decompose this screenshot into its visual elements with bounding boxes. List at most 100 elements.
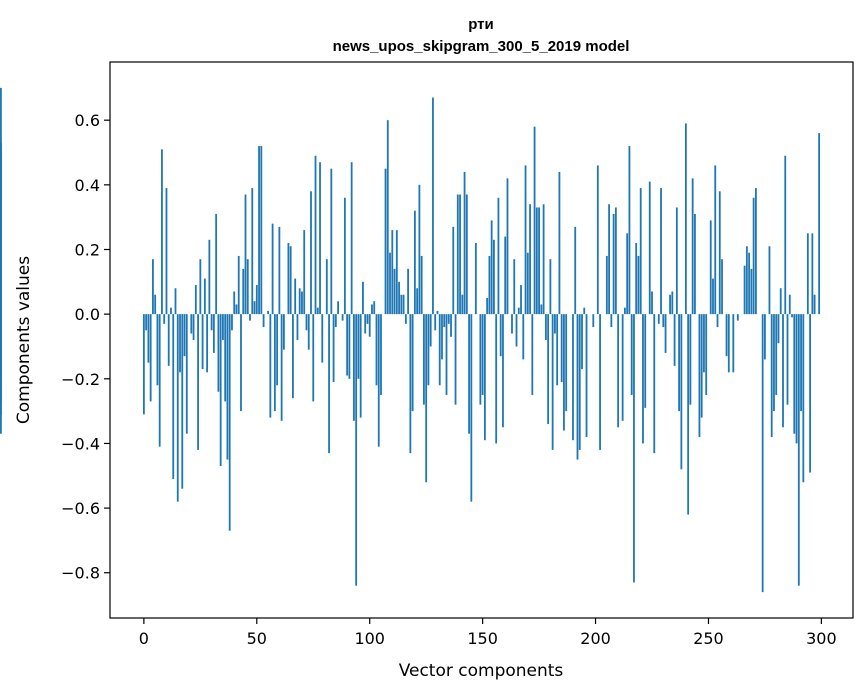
bar-284 bbox=[784, 155, 787, 315]
bar-296 bbox=[811, 233, 814, 315]
bar-291 bbox=[800, 314, 802, 412]
bar-69 bbox=[298, 288, 301, 315]
bar-253 bbox=[714, 165, 717, 315]
bar-235 bbox=[673, 314, 676, 366]
bar-62 bbox=[282, 314, 285, 350]
bar-9 bbox=[163, 314, 166, 324]
bar-129 bbox=[434, 314, 437, 331]
bar-100 bbox=[368, 314, 371, 337]
bar-48 bbox=[251, 188, 254, 315]
bar-19 bbox=[185, 314, 188, 434]
bar-297 bbox=[813, 294, 816, 315]
x-tick-label: 50 bbox=[247, 629, 267, 648]
bar-66 bbox=[292, 314, 294, 399]
bar-22 bbox=[192, 314, 195, 340]
bar-208 bbox=[612, 213, 615, 315]
bar-228 bbox=[657, 314, 660, 324]
bar-47 bbox=[249, 314, 251, 321]
bar-156 bbox=[495, 314, 498, 444]
bar-164 bbox=[513, 259, 516, 315]
bar-1 bbox=[145, 314, 148, 331]
bar-52 bbox=[260, 146, 263, 315]
bar-207 bbox=[610, 314, 613, 328]
bar-32 bbox=[215, 213, 218, 315]
bar-230 bbox=[662, 314, 665, 328]
bar-77 bbox=[316, 307, 319, 315]
bar-137 bbox=[452, 226, 455, 315]
bar-11 bbox=[167, 314, 170, 366]
bar-71 bbox=[303, 230, 306, 315]
bar-266 bbox=[743, 265, 746, 315]
y-tick-label: −0.2 bbox=[61, 370, 100, 389]
y-tick-label: −0.4 bbox=[61, 434, 100, 453]
bar-120 bbox=[413, 210, 416, 315]
bar-124 bbox=[423, 314, 425, 405]
bar-127 bbox=[429, 314, 432, 347]
bar-209 bbox=[614, 207, 617, 315]
bar-150 bbox=[481, 314, 484, 395]
bar-83 bbox=[330, 168, 333, 315]
bar-274 bbox=[761, 314, 764, 593]
bar-88 bbox=[341, 314, 344, 321]
bar-55 bbox=[267, 310, 269, 315]
bar-154 bbox=[490, 220, 493, 315]
bar-160 bbox=[504, 236, 507, 315]
bar-58 bbox=[273, 314, 276, 412]
bar-224 bbox=[648, 181, 651, 315]
bar-125 bbox=[425, 314, 428, 483]
bar-149 bbox=[479, 314, 482, 405]
bar-214 bbox=[626, 233, 629, 315]
bar-138 bbox=[454, 314, 457, 405]
bar-173 bbox=[533, 126, 536, 315]
bar-175 bbox=[538, 207, 540, 315]
bar-37 bbox=[226, 314, 229, 460]
bar-76 bbox=[314, 155, 317, 315]
bar-220 bbox=[639, 188, 642, 315]
bar-261 bbox=[732, 314, 735, 373]
bar-33 bbox=[217, 314, 220, 392]
bar-234 bbox=[671, 291, 674, 315]
bar-159 bbox=[502, 314, 504, 428]
x-tick-label: 0 bbox=[139, 629, 149, 648]
bar-283 bbox=[782, 314, 784, 428]
bar-271 bbox=[754, 188, 757, 315]
chart-title-line-2: news_upos_skipgram_300_5_2019 model bbox=[333, 38, 630, 55]
bar-108 bbox=[386, 120, 389, 315]
y-tick-label: 0.4 bbox=[75, 176, 100, 195]
bar-142 bbox=[463, 171, 466, 315]
bar-190 bbox=[572, 314, 574, 441]
bar-147 bbox=[474, 243, 477, 315]
x-tick-label: 250 bbox=[693, 629, 724, 648]
bar-285 bbox=[786, 314, 789, 405]
chart-title-line-1: рти bbox=[468, 16, 494, 33]
bar-252 bbox=[712, 278, 714, 315]
bar-249 bbox=[705, 314, 708, 395]
bar-126 bbox=[427, 314, 430, 386]
bar-67 bbox=[294, 278, 297, 315]
bar-165 bbox=[515, 314, 518, 347]
bar-104 bbox=[377, 314, 380, 447]
bar-195 bbox=[583, 307, 586, 315]
bar-215 bbox=[628, 146, 631, 315]
bar-225 bbox=[651, 291, 653, 315]
bar-161 bbox=[506, 178, 509, 315]
bar-5 bbox=[154, 294, 157, 315]
bar-109 bbox=[389, 252, 391, 315]
bar-238 bbox=[680, 314, 683, 470]
bar-38 bbox=[228, 314, 231, 531]
bar-184 bbox=[558, 171, 561, 315]
bar-97 bbox=[362, 281, 364, 315]
bar-123 bbox=[420, 255, 423, 315]
bar-140 bbox=[459, 194, 461, 315]
bar-176 bbox=[540, 304, 543, 315]
bar-0 bbox=[142, 314, 145, 415]
bar-92 bbox=[350, 162, 353, 315]
bar-96 bbox=[359, 314, 362, 418]
bar-112 bbox=[395, 230, 398, 315]
bar-205 bbox=[605, 255, 608, 315]
bar-31 bbox=[212, 314, 215, 353]
bar-248 bbox=[703, 314, 705, 373]
bar-65 bbox=[289, 246, 292, 315]
bar-136 bbox=[450, 314, 452, 337]
bar-undefined bbox=[0, 281, 2, 315]
